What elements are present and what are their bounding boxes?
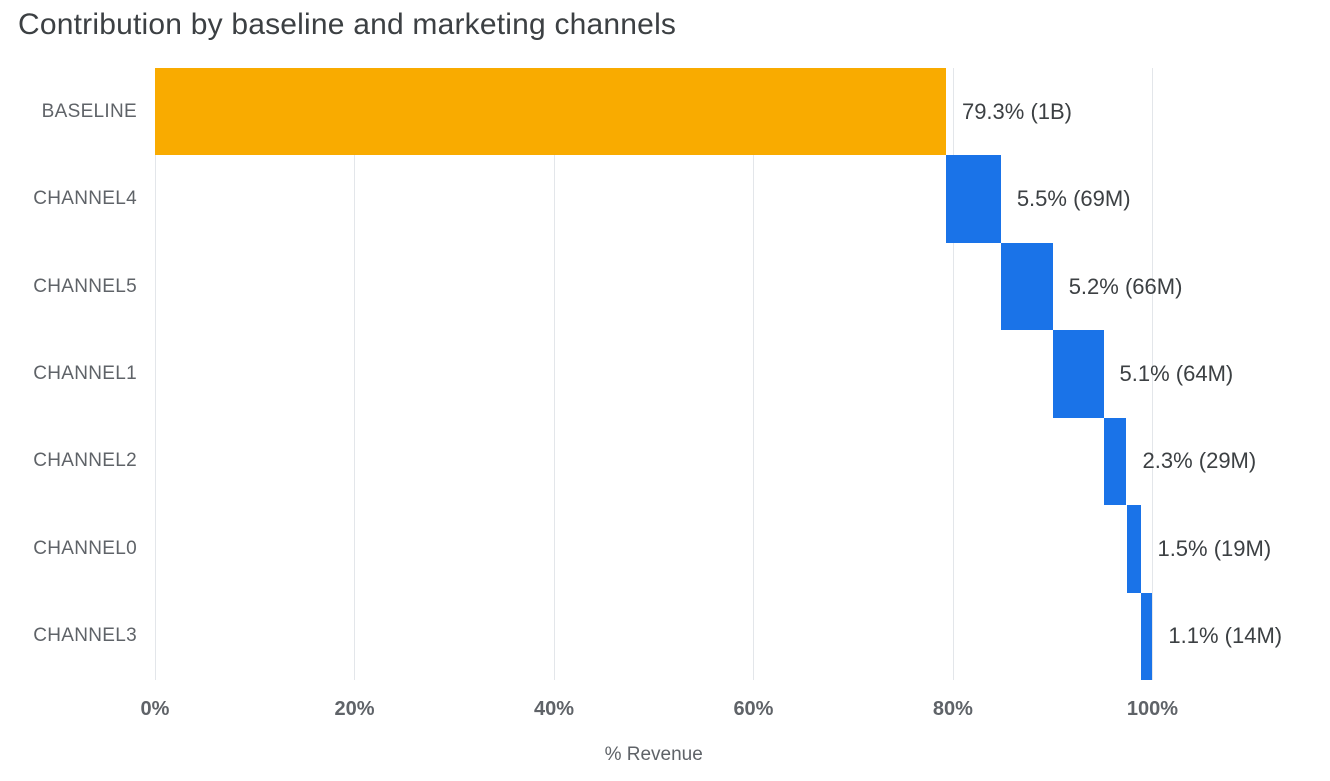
- x-axis-title: % Revenue: [604, 744, 703, 765]
- category-label: CHANNEL4: [33, 188, 137, 210]
- plot-area: 79.3% (1B) 5.5% (69M) 5.2% (66M) 5.1% (64M)…: [155, 68, 1322, 680]
- bar-channel3: [1141, 592, 1153, 680]
- category-label: CHANNEL2: [33, 450, 137, 472]
- bar-channel4: [945, 155, 1001, 243]
- category-label: CHANNEL1: [33, 363, 137, 384]
- bar-value-label: 5.5% (69M): [1016, 186, 1131, 212]
- gridline: [354, 68, 356, 680]
- x-axis-title-wrap: % Revenue: [155, 744, 1322, 770]
- gridline: [952, 68, 954, 680]
- x-axis: 0% 20% 40% 60% 80% 100%: [141, 698, 1322, 728]
- bar-channel1: [1052, 330, 1104, 418]
- bar-value-label: 1.5% (19M): [1157, 535, 1272, 561]
- chart-title: Contribution by baseline and marketing c…: [18, 8, 677, 41]
- category-label: CHANNEL0: [33, 537, 137, 559]
- bar-value-label: 5.2% (66M): [1068, 273, 1183, 299]
- x-tick-label: 40%: [533, 698, 574, 720]
- gridline: [1152, 68, 1154, 680]
- x-tick-label: 20%: [334, 698, 375, 720]
- gridline: [553, 68, 555, 680]
- gridline: [155, 68, 156, 680]
- gridline: [753, 68, 755, 680]
- bar-channel0: [1126, 505, 1142, 593]
- bar-value-label: 1.1% (14M): [1168, 623, 1283, 649]
- category-label: CHANNEL3: [33, 625, 137, 647]
- category-label: BASELINE: [41, 100, 137, 122]
- category-label: CHANNEL5: [33, 275, 137, 297]
- bar-channel5: [1000, 242, 1053, 331]
- x-tick-label: 0%: [140, 698, 170, 720]
- bar-baseline: [155, 68, 946, 156]
- bar-channel2: [1103, 417, 1127, 506]
- bar-value-label: 5.1% (64M): [1119, 361, 1234, 386]
- y-axis-category-labels: BASELINE CHANNEL4 CHANNEL5 CHANNEL1 CHANNEL2…: [0, 68, 155, 680]
- bar-value-label: 79.3% (1B): [961, 98, 1073, 124]
- x-tick-label: 60%: [733, 698, 774, 720]
- bar-value-label: 2.3% (29M): [1142, 448, 1257, 474]
- x-tick-label: 80%: [932, 698, 973, 720]
- x-tick-label: 100%: [1126, 698, 1178, 720]
